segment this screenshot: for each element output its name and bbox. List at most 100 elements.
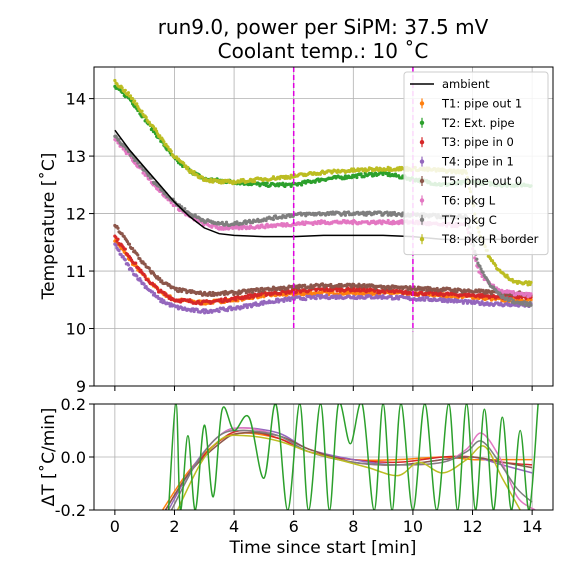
data-point — [156, 275, 160, 279]
data-point — [135, 274, 139, 278]
data-point — [175, 304, 180, 308]
data-point — [511, 289, 515, 294]
data-point — [528, 300, 532, 305]
top-y-axis-label: Temperature [˚C] — [38, 153, 59, 301]
data-point — [183, 207, 187, 211]
data-point — [397, 297, 401, 301]
data-point — [389, 294, 393, 299]
data-point — [380, 222, 384, 226]
data-point — [245, 305, 249, 310]
series-5 — [113, 223, 533, 298]
data-point — [152, 291, 157, 296]
data-point — [478, 264, 482, 268]
data-point — [505, 296, 509, 300]
data-point — [154, 129, 159, 133]
chart-title: run9.0, power per SiPM: 37.5 mV — [158, 15, 489, 39]
legend-box — [403, 71, 549, 256]
data-point — [386, 218, 390, 223]
data-point — [182, 161, 186, 165]
data-point — [355, 175, 359, 180]
data-point — [114, 235, 118, 240]
data-point — [400, 214, 404, 218]
legend-marker — [419, 120, 425, 126]
data-point — [271, 217, 276, 222]
data-point — [153, 127, 158, 131]
data-point — [343, 174, 348, 178]
data-point — [510, 277, 514, 282]
data-point — [134, 261, 138, 265]
data-point — [143, 274, 147, 279]
data-point — [322, 288, 327, 293]
data-point — [169, 149, 173, 153]
data-point — [529, 303, 533, 307]
data-point — [314, 297, 318, 301]
data-point — [139, 279, 143, 283]
data-point — [162, 140, 166, 144]
legend-label: T8: pkg R border — [441, 232, 539, 246]
bottom-y-axis-label: ΔT [˚C/min] — [38, 408, 59, 507]
legend-label: T1: pipe out 1 — [441, 96, 522, 110]
data-point — [116, 226, 120, 230]
data-point — [123, 258, 127, 262]
data-point — [200, 175, 205, 179]
top-y-tick-label: 11 — [66, 262, 86, 281]
legend-marker — [419, 198, 425, 203]
legend-marker — [419, 237, 425, 242]
data-point — [217, 309, 221, 314]
legend-marker — [419, 101, 425, 106]
data-point — [151, 125, 156, 129]
top-y-tick-label: 13 — [66, 147, 86, 166]
data-point — [137, 266, 141, 271]
data-point — [117, 249, 121, 253]
data-point — [529, 292, 533, 296]
chart-subtitle: Coolant temp.: 10 ˚C — [218, 39, 429, 63]
data-point — [263, 226, 267, 230]
top-axes-frame — [93, 66, 554, 387]
data-point — [435, 286, 439, 291]
data-point — [192, 169, 196, 174]
data-point — [225, 308, 230, 313]
legend: ambient T1: pipe out 1 T2: Ext. pipe T3: pi… — [403, 71, 549, 256]
data-point — [180, 289, 184, 294]
data-point — [446, 300, 450, 304]
legend-label: T4: pipe in 1 — [441, 155, 514, 169]
data-point — [453, 287, 457, 291]
data-point — [133, 99, 137, 103]
data-point — [253, 180, 257, 184]
data-point — [208, 290, 212, 295]
top-y-tick-label: 12 — [66, 205, 86, 224]
data-point — [156, 132, 160, 136]
bottom-axes-frame — [93, 403, 554, 511]
legend-marker — [419, 178, 425, 184]
data-point — [156, 287, 160, 291]
data-point — [258, 289, 262, 293]
data-point — [280, 216, 284, 220]
data-point — [381, 172, 385, 177]
data-point — [113, 78, 117, 83]
data-point — [389, 286, 393, 290]
legend-label: ambient — [442, 77, 490, 91]
data-point — [114, 243, 118, 247]
data-point — [329, 282, 333, 287]
bottom-y-tick-label: 0.0 — [61, 448, 86, 467]
data-point — [455, 289, 459, 294]
data-point — [123, 88, 127, 92]
top-y-tick-label: 14 — [66, 90, 86, 109]
data-point — [359, 172, 363, 176]
data-point — [130, 96, 135, 101]
data-point — [130, 246, 135, 251]
legend-label: T2: Ext. pipe — [441, 116, 515, 130]
legend-label: T6: pkg L — [441, 193, 496, 207]
data-point — [475, 257, 479, 261]
data-point — [282, 299, 286, 304]
legend-label: T3: pipe in 0 — [441, 135, 514, 149]
data-point — [294, 290, 298, 294]
legend-label: T5: pipe out 0 — [441, 174, 522, 188]
bottom-y-tick-label: 0.2 — [61, 395, 86, 414]
data-point — [211, 180, 215, 184]
data-point — [481, 270, 485, 274]
data-point — [140, 109, 144, 113]
data-point — [174, 286, 179, 290]
data-point — [144, 115, 148, 119]
